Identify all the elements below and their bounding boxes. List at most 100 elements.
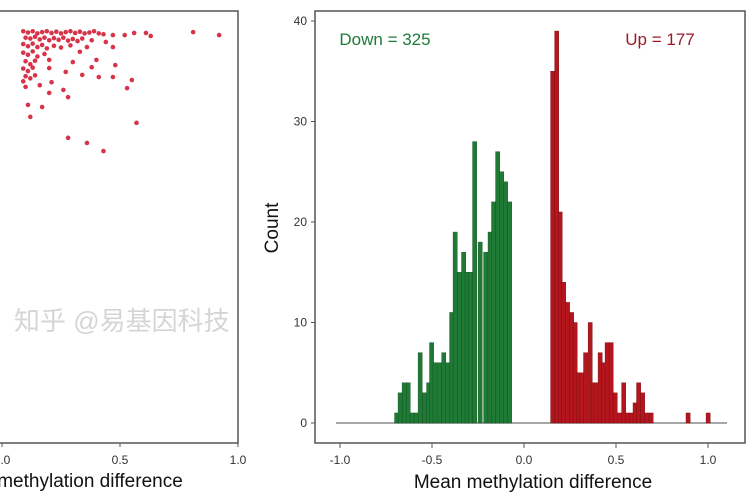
scatter-point [56,37,61,43]
histogram-bar-up [583,352,588,424]
scatter-point [216,32,222,38]
watermark: 知乎 @易基因科技 [14,306,230,336]
scatter-point [20,28,26,34]
histogram-bar-up [624,412,630,424]
scatter-point [53,29,59,34]
scatter-point [65,38,71,43]
scatter-point [49,79,54,85]
histogram-y-tick-label: 40 [294,14,308,28]
histogram-frame [314,10,746,444]
histogram-bar-down [417,352,423,424]
histogram-bar-down [507,201,512,424]
histogram-bar-down [499,171,504,424]
histogram-bar-up [685,412,691,424]
scatter-point [61,35,66,40]
histogram-bar-down [452,231,458,424]
scatter-points [20,28,222,154]
scatter-x-tick-label: 0.5 [112,453,129,467]
scatter-point [44,28,50,34]
scatter-point [28,36,33,41]
scatter-point [25,102,31,108]
scatter-point [49,30,54,36]
histogram-bar-down [405,382,411,424]
histogram-bar-down [397,392,403,424]
histogram-x-tick-label: 1.0 [700,453,717,467]
scatter-point [131,30,137,36]
scatter-point [28,76,33,81]
scatter-point [82,31,87,36]
scatter-point [63,69,69,75]
histogram-bar-up [705,412,711,424]
scatter-point [87,30,92,35]
scatter-point [101,148,106,154]
histogram-bar-up [644,412,649,424]
scatter-point [129,77,135,83]
scatter-point [20,79,26,84]
scatter-point [112,62,118,68]
histogram-bar-down [472,141,477,424]
scatter-point [20,50,26,55]
scatter-point [37,82,43,88]
histogram-y-axis-label: Count [262,202,283,253]
scatter-point [148,33,153,39]
scatter-point [68,28,73,34]
histogram-bars [394,30,711,424]
histogram-bar-down [441,352,447,424]
scatter-point [32,73,38,78]
scatter-point [35,54,40,59]
histogram-bar-down [491,201,496,424]
scatter-point [101,31,106,37]
scatter-panel: 0.0 0.5 1.0 methylation difference [0,10,247,492]
scatter-point [134,120,139,126]
scatter-point [23,73,28,79]
histogram-x-ticks: -1.0 -0.5 0.0 0.5 1.0 [330,443,717,467]
scatter-point [65,94,71,100]
scatter-point [65,135,71,141]
histogram-bar-down [503,181,508,424]
scatter-point [143,30,149,36]
histogram-y-tick-label: 0 [300,416,307,430]
scatter-point [70,36,76,42]
histogram-bar-up [621,382,626,424]
histogram-x-tick-label: -0.5 [422,453,443,467]
histogram-bar-up [608,342,614,424]
scatter-point [110,44,116,50]
histogram-bar-up [579,372,585,424]
scatter-point [32,58,38,64]
down-count-label: Down = 325 [339,30,430,49]
histogram-bar-up [593,382,599,424]
scatter-x-ticks: 0.0 0.5 1.0 [0,443,247,467]
scatter-point [122,32,128,38]
scatter-point [46,37,52,43]
scatter-point [46,65,52,71]
scatter-point [20,41,26,47]
scatter-point [35,44,40,50]
histogram-bar-up [612,392,618,424]
scatter-point [25,68,31,74]
histogram-bar-down [437,362,442,424]
scatter-point [72,30,78,36]
histogram-bar-up [628,412,634,424]
histogram-x-tick-label: 0.0 [516,453,533,467]
scatter-point [94,57,99,63]
scatter-point [77,29,83,34]
scatter-point [42,35,47,40]
scatter-point [39,104,45,110]
scatter-frame [0,10,239,444]
scatter-point [58,31,64,36]
scatter-point [32,34,38,40]
scatter-point [96,74,102,80]
scatter-point [70,59,76,65]
histogram-bar-up [648,412,654,424]
scatter-point [30,49,35,54]
histogram-bar-up [561,282,566,424]
histogram-bar-down [401,382,407,424]
scatter-point [96,31,102,36]
scatter-point [75,38,80,44]
scatter-point [190,29,196,35]
scatter-point [110,74,116,80]
scatter-point [84,44,90,50]
scatter-point [23,35,28,40]
histogram-bar-up [550,71,555,424]
